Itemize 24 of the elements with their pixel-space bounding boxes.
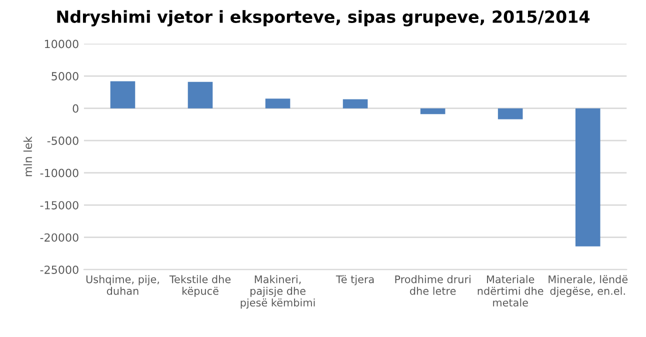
y-tick-label: -10000 xyxy=(40,168,78,178)
x-tick-label: Makineri, pajisje dhe pjesë këmbimi xyxy=(240,275,315,309)
y-tick-label: -15000 xyxy=(40,201,78,210)
chart-title: Ndryshimi vjetor i eksporteve, sipas grupeve, 2015/2014 xyxy=(57,10,590,26)
x-tick-label: Minerale, lëndë djegëse, en.el. xyxy=(548,275,628,297)
y-tick-label: -5000 xyxy=(47,136,78,145)
y-tick-label: 5000 xyxy=(52,72,78,80)
y-tick-label: 0 xyxy=(72,104,78,113)
bar xyxy=(110,81,136,108)
x-tick-label: Ushqime, pije, duhan xyxy=(86,275,159,295)
y-axis-title: mln lek xyxy=(23,136,32,176)
y-tick-label: -20000 xyxy=(40,233,78,242)
y-tick-label: -25000 xyxy=(40,266,78,274)
y-tick-label: 10000 xyxy=(44,40,78,48)
x-tick-label: Tekstile dhe këpucë xyxy=(169,275,231,297)
bar xyxy=(342,99,368,108)
bar xyxy=(265,98,290,108)
x-tick-label: Të tjera xyxy=(336,275,374,286)
bar xyxy=(188,82,213,108)
bar xyxy=(498,108,523,120)
bar xyxy=(575,108,600,246)
x-tick-label: Prodhime druri dhe letre xyxy=(395,275,470,295)
x-tick-label: Materiale ndërtimi dhe metale xyxy=(478,275,544,307)
bar xyxy=(420,108,446,114)
